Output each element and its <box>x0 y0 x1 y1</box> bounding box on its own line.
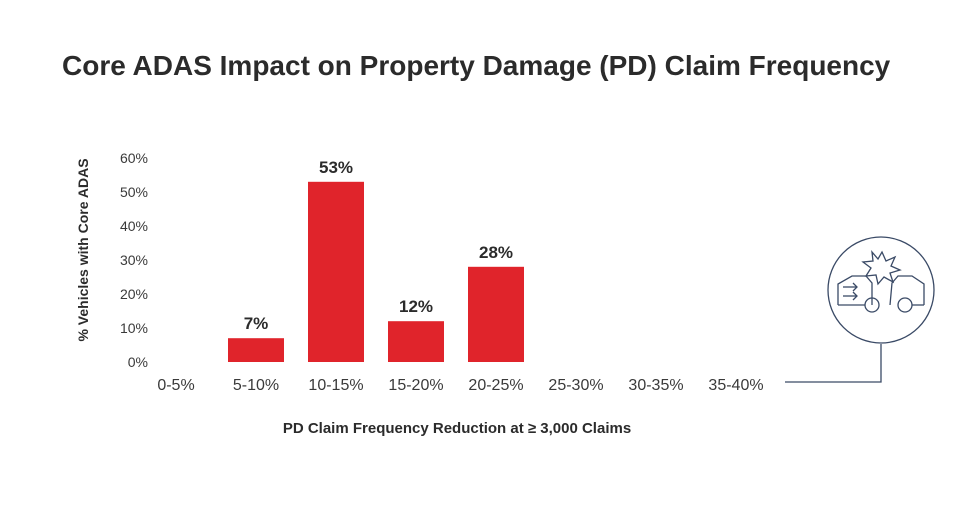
x-axis-ticks: 0-5% 5-10% 10-15% 15-20% 20-25% 25-30% 30-35% 3… <box>157 377 763 394</box>
y-axis-ticks: 0% 10% 20% 30% 40% 50% 60% <box>120 150 148 370</box>
chart-title: Core ADAS Impact on Property Damage (PD)… <box>62 50 891 81</box>
x-tick-label: 20-25% <box>468 377 523 394</box>
y-tick-label: 50% <box>120 184 148 200</box>
y-tick-label: 10% <box>120 320 148 336</box>
y-tick-label: 0% <box>128 354 148 370</box>
bar-15-20% <box>388 321 444 362</box>
data-labels: 7% 53% 12% 28% <box>244 158 513 333</box>
x-tick-label: 35-40% <box>708 377 763 394</box>
bar-5-10% <box>228 338 284 362</box>
bar-20-25% <box>468 266 524 362</box>
bar-10-15% <box>308 181 364 362</box>
data-label-5-10%: 7% <box>244 314 269 333</box>
y-tick-label: 30% <box>120 252 148 268</box>
x-tick-label: 30-35% <box>628 377 683 394</box>
x-tick-label: 5-10% <box>233 377 279 394</box>
x-axis-label: PD Claim Frequency Reduction at ≥ 3,000 … <box>282 420 632 437</box>
y-axis-label: % Vehicles with Core ADAS <box>75 158 91 341</box>
icon-connector-line <box>785 344 882 383</box>
bars <box>228 181 524 362</box>
y-tick-label: 60% <box>120 150 148 166</box>
data-label-15-20%: 12% <box>399 297 433 316</box>
x-tick-label: 25-30% <box>548 377 603 394</box>
x-tick-label: 0-5% <box>157 377 194 394</box>
data-label-10-15%: 53% <box>319 158 353 177</box>
data-label-20-25%: 28% <box>479 243 513 262</box>
car-collision-icon <box>827 236 935 344</box>
y-tick-label: 40% <box>120 218 148 234</box>
x-tick-label: 10-15% <box>308 377 363 394</box>
x-tick-label: 15-20% <box>388 377 443 394</box>
y-tick-label: 20% <box>120 286 148 302</box>
